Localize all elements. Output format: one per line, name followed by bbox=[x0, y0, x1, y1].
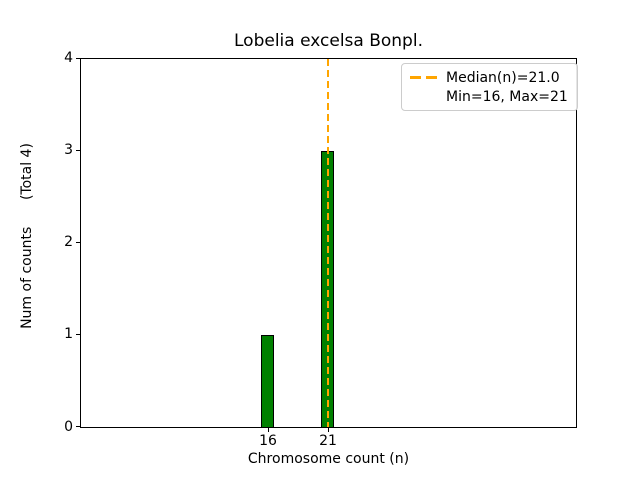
chart-title: Lobelia excelsa Bonpl. bbox=[234, 31, 423, 51]
y-tick-mark bbox=[76, 242, 80, 243]
median-line-swatch-icon bbox=[410, 76, 437, 79]
legend-row-minmax: Min=16, Max=21 bbox=[410, 87, 568, 106]
legend: Median(n)=21.0 Min=16, Max=21 bbox=[401, 63, 578, 111]
x-axis-label: Chromosome count (n) bbox=[247, 451, 410, 467]
y-tick-label-0: 0 bbox=[64, 419, 73, 435]
y-tick-label-2: 2 bbox=[64, 234, 73, 250]
y-tick-label-1: 1 bbox=[64, 326, 73, 342]
legend-minmax-label: Min=16, Max=21 bbox=[446, 88, 568, 105]
y-tick-mark bbox=[76, 58, 80, 59]
plot-area bbox=[80, 58, 577, 428]
median-line bbox=[327, 59, 329, 427]
x-tick-label-16: 16 bbox=[259, 433, 277, 449]
y-tick-label-4: 4 bbox=[64, 50, 73, 66]
x-tick-label-21: 21 bbox=[319, 433, 337, 449]
y-tick-mark bbox=[76, 334, 80, 335]
y-tick-mark bbox=[76, 426, 80, 427]
x-tick-mark bbox=[268, 428, 269, 432]
bar-16 bbox=[261, 335, 274, 427]
legend-row-median: Median(n)=21.0 bbox=[410, 68, 568, 87]
y-tick-mark bbox=[76, 150, 80, 151]
legend-median-label: Median(n)=21.0 bbox=[446, 69, 560, 86]
legend-empty-swatch bbox=[410, 95, 437, 98]
x-tick-mark bbox=[328, 428, 329, 432]
y-tick-label-3: 3 bbox=[64, 142, 73, 158]
